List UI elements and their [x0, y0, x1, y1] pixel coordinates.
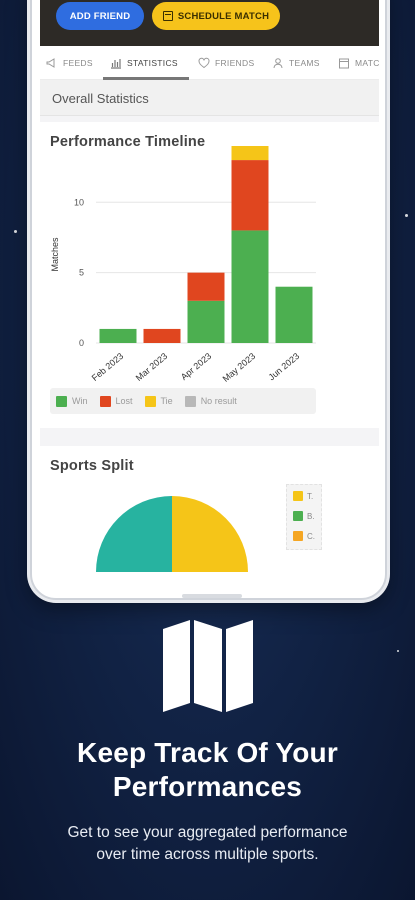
y-tick-label: 10: [74, 197, 84, 207]
overall-statistics-label: Overall Statistics: [52, 91, 149, 106]
star: [14, 230, 17, 233]
sports-legend-swatch: [293, 491, 303, 501]
legend-item-win[interactable]: Win: [56, 395, 88, 407]
legend-swatch-lost: [99, 395, 111, 407]
chart-legend: Win Lost Tie No result: [50, 388, 316, 414]
legend-swatch-tie: [144, 395, 156, 407]
schedule-match-button[interactable]: SCHEDULE MATCH: [152, 2, 280, 30]
sports-split-pie: [96, 496, 248, 572]
schedule-match-label: SCHEDULE MATCH: [177, 10, 270, 22]
sports-legend-item[interactable]: T.: [293, 491, 313, 501]
phone-frame: ADD FRIEND SCHEDULE MATCH FEEDS STATISTI…: [30, 0, 387, 600]
bar-tie: [231, 146, 269, 161]
bar-win: [231, 230, 269, 343]
legend-label-tie: Tie: [160, 396, 173, 406]
promo-headline-line2: Performances: [112, 771, 303, 802]
heart-icon: [198, 57, 210, 69]
performance-title: Performance Timeline: [50, 134, 206, 150]
tab-matches-label: MATC: [355, 58, 379, 68]
sports-legend: T. B. C.: [286, 484, 322, 550]
add-friend-label: ADD FRIEND: [69, 10, 131, 22]
promo-subtext-line1: Get to see your aggregated performance: [67, 824, 348, 841]
home-indicator: [182, 594, 242, 598]
sports-legend-item[interactable]: B.: [293, 511, 315, 521]
bar-win: [275, 286, 313, 343]
legend-swatch-win: [56, 395, 67, 407]
y-tick-label: 0: [79, 338, 84, 348]
sports-legend-label: T.: [307, 491, 314, 501]
bar-win: [99, 328, 137, 343]
tab-bar: FEEDS STATISTICS FRIENDS TEAMS MATC: [40, 46, 379, 80]
y-tick-label: 5: [79, 268, 84, 278]
tab-statistics-label: STATISTICS: [127, 58, 178, 68]
legend-label-lost: Lost: [115, 396, 133, 406]
megaphone-icon: [46, 58, 55, 68]
tab-feeds[interactable]: FEEDS: [46, 46, 93, 80]
legend-label-win: Win: [72, 396, 88, 406]
pie-slice-teal: [96, 496, 172, 572]
bar-lost: [143, 328, 181, 343]
pie-slice-yellow: [172, 496, 248, 572]
tab-friends[interactable]: FRIENDS: [198, 46, 254, 80]
profile-header: ADD FRIEND SCHEDULE MATCH: [40, 0, 379, 46]
star: [405, 214, 408, 217]
tab-matches[interactable]: MATC: [338, 46, 379, 80]
chart-icon: [111, 59, 121, 69]
bar-lost: [187, 272, 225, 301]
phone-volume-button: [387, 10, 390, 90]
sports-legend-swatch: [293, 511, 303, 521]
legend-swatch-no-result: [184, 395, 196, 407]
legend-label-no-result: No result: [200, 396, 237, 406]
sports-legend-label: B.: [307, 511, 315, 521]
sports-split-title: Sports Split: [50, 458, 134, 474]
sports-legend-swatch: [293, 531, 303, 541]
legend-item-no-result[interactable]: No result: [184, 395, 237, 407]
calendar-icon: [339, 58, 349, 69]
sports-legend-label: C.: [307, 531, 315, 541]
overall-statistics-header[interactable]: Overall Statistics: [40, 80, 379, 116]
y-axis-label: Matches: [50, 237, 60, 272]
tab-teams[interactable]: TEAMS: [272, 46, 320, 80]
active-tab-indicator: [103, 77, 189, 80]
tab-teams-label: TEAMS: [289, 58, 320, 68]
tab-feeds-label: FEEDS: [63, 58, 93, 68]
calendar-icon: [162, 11, 173, 21]
promo-subtext: Get to see your aggregated performance o…: [0, 822, 415, 866]
star: [397, 650, 399, 652]
tab-statistics[interactable]: STATISTICS: [110, 46, 178, 80]
sports-legend-item[interactable]: C.: [293, 531, 315, 541]
person-icon: [273, 58, 283, 69]
map-icon: [163, 620, 253, 712]
legend-item-lost[interactable]: Lost: [99, 395, 133, 407]
promo-headline-line1: Keep Track Of Your: [77, 737, 338, 768]
promo-headline: Keep Track Of Your Performances: [0, 736, 415, 804]
phone-power-button: [387, 130, 390, 230]
add-friend-button[interactable]: ADD FRIEND: [56, 2, 144, 30]
tab-friends-label: FRIENDS: [215, 58, 255, 68]
promo-subtext-line2: over time across multiple sports.: [96, 846, 319, 863]
bar-win: [187, 300, 225, 343]
app-screen: ADD FRIEND SCHEDULE MATCH FEEDS STATISTI…: [40, 0, 379, 577]
legend-item-tie[interactable]: Tie: [144, 395, 173, 407]
bar-lost: [231, 160, 269, 231]
